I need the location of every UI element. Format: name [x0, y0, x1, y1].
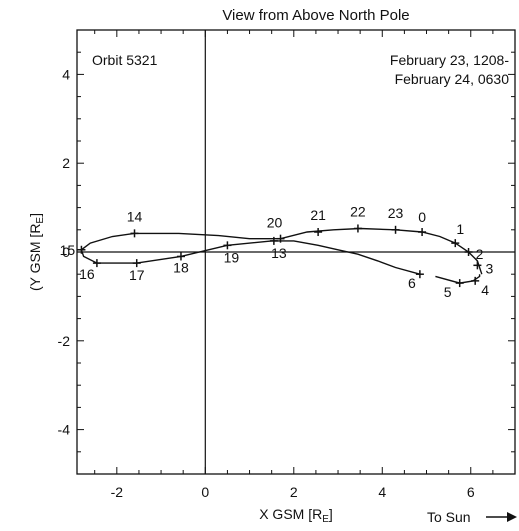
- x-tick-label: 6: [467, 484, 475, 500]
- hour-label: 19: [224, 249, 240, 265]
- hour-label: 1: [456, 221, 464, 237]
- x-tick-label: 2: [290, 484, 298, 500]
- hour-label: 23: [388, 205, 404, 221]
- x-tick-label: 4: [378, 484, 386, 500]
- hour-label: 13: [271, 245, 287, 261]
- x-tick-label: -2: [111, 484, 124, 500]
- hour-label: 17: [129, 267, 145, 283]
- chart-title: View from Above North Pole: [222, 7, 409, 24]
- y-tick-label: 0: [62, 244, 70, 260]
- x-axis-label: X GSM [RE]: [259, 506, 333, 525]
- hour-label: 15: [60, 242, 76, 258]
- axis-ticks: [77, 29, 516, 475]
- hour-label: 0: [418, 209, 426, 225]
- y-tick-label: 4: [62, 66, 70, 82]
- hour-label: 6: [408, 275, 416, 291]
- y-tick-labels: -4 -2 0 2 4: [58, 66, 71, 437]
- x-tick-labels: -2 0 2 4 6: [111, 484, 475, 500]
- sun-arrow-icon: [486, 512, 517, 522]
- hour-label: 2: [476, 246, 484, 262]
- hour-label: 14: [127, 208, 143, 224]
- hour-label: 4: [481, 282, 489, 298]
- y-tick-label: -2: [58, 333, 71, 349]
- y-axis-label: (Y GSM [RE]: [27, 213, 46, 291]
- y-tick-label: -4: [58, 422, 71, 438]
- date-range-line-2: February 24, 0630: [395, 71, 510, 87]
- hour-label: 3: [485, 260, 493, 276]
- hour-label: 20: [267, 215, 283, 231]
- orbit-label: Orbit 5321: [92, 52, 158, 68]
- x-tick-label: 0: [201, 484, 209, 500]
- hour-label: 18: [173, 259, 189, 275]
- hour-label: 5: [444, 284, 452, 300]
- hour-label: 21: [310, 207, 326, 223]
- hour-label: 16: [79, 266, 95, 282]
- sun-direction-label: To Sun: [427, 509, 471, 525]
- zero-axes: [77, 30, 515, 474]
- date-range-line-1: February 23, 1208-: [390, 52, 509, 68]
- orbit-segment: [435, 274, 481, 284]
- y-tick-label: 2: [62, 155, 70, 171]
- hour-label: 22: [350, 203, 366, 219]
